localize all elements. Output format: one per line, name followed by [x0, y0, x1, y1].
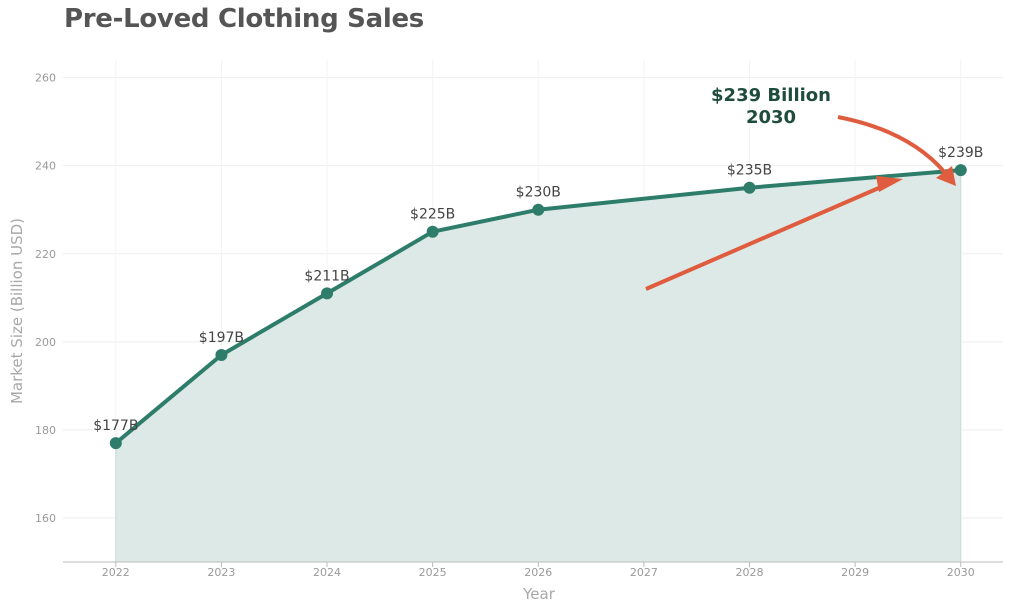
x-tick-label: 2028	[736, 566, 764, 579]
x-tick-label: 2027	[630, 566, 658, 579]
data-label: $235B	[727, 163, 772, 179]
x-axis-title: Year	[522, 585, 556, 603]
x-tick-label: 2025	[419, 566, 447, 579]
data-point	[532, 203, 545, 216]
data-label: $225B	[410, 207, 455, 223]
area-fill	[115, 169, 962, 563]
x-tick-label: 2023	[207, 566, 235, 579]
y-tick-label: 220	[35, 248, 56, 261]
data-point	[743, 181, 756, 194]
y-tick-label: 240	[35, 160, 56, 173]
axis-layer: 160 180 200 220 240 260 2022 2023 2024 2025 2026 20…	[35, 72, 1003, 579]
data-label: $197B	[199, 330, 244, 346]
data-point	[321, 287, 334, 300]
x-tick-label: 2026	[524, 566, 552, 579]
data-label: $211B	[304, 268, 349, 284]
annotation-value: $239 Billion	[711, 85, 831, 106]
annotation: $239 Billion 2030	[645, 85, 956, 291]
y-tick-label: 160	[35, 512, 56, 525]
x-tick-label: 2022	[102, 566, 130, 579]
x-tick-label: 2030	[947, 566, 975, 579]
straight-arrow-head	[876, 176, 903, 192]
y-tick-label: 260	[35, 72, 56, 85]
data-label: $239B	[938, 145, 983, 161]
marks-layer: $177B $197B $211B $225B $230B $235B $239B	[93, 145, 983, 450]
straight-arrow	[645, 182, 889, 291]
data-point	[109, 437, 122, 450]
y-tick-label: 200	[35, 336, 56, 349]
data-point	[426, 225, 439, 238]
y-axis-title: Market Size (Billion USD)	[8, 218, 26, 404]
data-label: $230B	[516, 185, 561, 201]
chart-title: Pre-Loved Clothing Sales	[64, 4, 424, 34]
annotation-year: 2030	[746, 107, 796, 128]
curved-arrow-head	[936, 166, 956, 186]
curved-arrow	[837, 115, 952, 181]
x-tick-label: 2029	[841, 566, 869, 579]
data-point	[215, 349, 228, 362]
data-point	[954, 164, 967, 177]
x-tick-label: 2024	[313, 566, 341, 579]
data-label: $177B	[93, 418, 138, 434]
y-tick-label: 180	[35, 424, 56, 437]
